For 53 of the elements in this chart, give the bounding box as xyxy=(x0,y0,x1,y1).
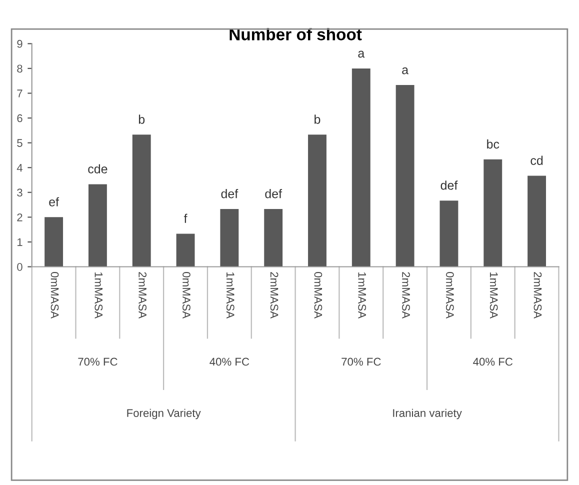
data-label: a xyxy=(402,67,409,74)
x-tick-label: 2mMASA xyxy=(534,272,542,319)
text: Iranian variety xyxy=(393,408,462,420)
x-tick-label: 0mMASA xyxy=(446,272,454,319)
text: Foreign Variety xyxy=(127,408,201,420)
bar xyxy=(220,208,239,267)
y-tick-label: 4 xyxy=(16,164,22,172)
x-tick-label: 2mMASA xyxy=(138,272,146,319)
y-tick-label: 2 xyxy=(17,213,22,222)
bar xyxy=(308,134,326,267)
text: 40% FC xyxy=(473,358,513,366)
bar xyxy=(264,208,283,267)
y-tick-label: 7 xyxy=(17,90,22,98)
bar xyxy=(352,68,370,267)
data-label: cd xyxy=(530,156,543,165)
data-label: ef xyxy=(49,197,60,206)
y-tick-label: 9 xyxy=(17,40,22,48)
data-label: cde xyxy=(88,164,108,174)
x-tick-label: 2mMASA xyxy=(270,272,278,319)
bar xyxy=(44,217,64,267)
text: 70% FC xyxy=(78,358,118,366)
data-label: b xyxy=(138,114,145,124)
x-tick-label: 1mMASA xyxy=(94,272,103,319)
data-label: f xyxy=(184,214,188,223)
x-tick-label: 0mMASA xyxy=(182,272,190,319)
y-tick-label: 6 xyxy=(17,114,22,122)
y-tick-label: 1 xyxy=(17,238,22,246)
data-label: def xyxy=(440,180,458,190)
data-label: def xyxy=(265,189,282,198)
bar xyxy=(176,234,195,267)
y-tick-label: 5 xyxy=(17,139,22,147)
bar xyxy=(88,184,107,267)
bar xyxy=(440,200,458,267)
y-tick-label: 8 xyxy=(17,64,22,73)
data-label: def xyxy=(221,189,238,198)
y-tick-label: 3 xyxy=(17,188,22,197)
x-tick-label: 0mMASA xyxy=(314,272,322,319)
data-label: bc xyxy=(487,139,500,149)
x-tick-label: 2mMASA xyxy=(402,272,410,319)
text: 70% FC xyxy=(342,358,381,366)
bar xyxy=(132,134,151,267)
bar xyxy=(528,176,546,267)
bar xyxy=(396,85,414,267)
data-label: b xyxy=(314,114,320,124)
chart-title: Number of shoot xyxy=(230,28,362,40)
x-tick-label: 1mMASA xyxy=(490,272,498,319)
x-tick-label: 1mMASA xyxy=(226,272,234,319)
y-tick-label: 0 xyxy=(17,263,22,271)
bar xyxy=(484,159,502,267)
data-label: a xyxy=(358,50,365,58)
x-tick-label: 0mMASA xyxy=(50,272,59,319)
text: 40% FC xyxy=(210,358,250,366)
x-tick-label: 1mMASA xyxy=(358,272,366,319)
